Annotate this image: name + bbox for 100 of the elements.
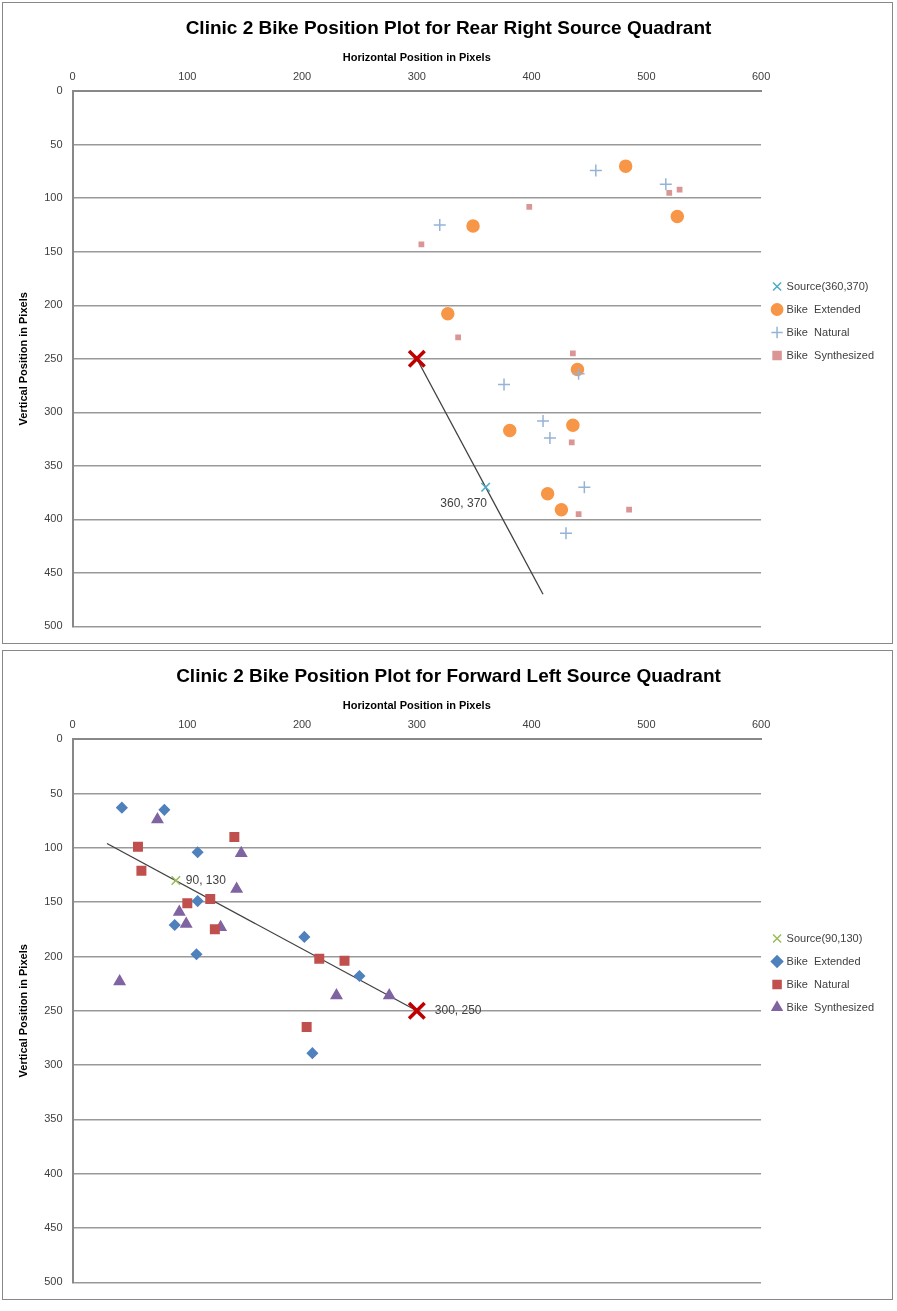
annotation: 300, 250 (434, 1003, 482, 1018)
y-tick-label: 50 (50, 786, 63, 799)
y-tick-label: 0 (56, 732, 63, 745)
point (480, 482, 491, 493)
point (626, 506, 632, 513)
point (180, 917, 193, 928)
y-tick-label: 200 (44, 949, 63, 962)
point (314, 953, 325, 964)
point (466, 219, 480, 233)
y-tick-label: 300 (44, 405, 63, 418)
y-tick-label: 150 (44, 244, 63, 257)
point (301, 1022, 312, 1033)
point (543, 431, 557, 445)
legend-label: Bike Synthesized (786, 1000, 874, 1013)
legend-label: Bike Extended (786, 954, 861, 967)
legend-label: Bike Natural (786, 977, 850, 990)
point (455, 334, 461, 341)
point (497, 377, 511, 392)
point (353, 970, 366, 982)
y-tick-label: 300 (44, 1058, 63, 1071)
y-axis-title: Vertical Position in Pixels (16, 292, 29, 426)
y-tick-label: 450 (44, 1221, 63, 1234)
point (666, 190, 673, 196)
point (229, 831, 240, 842)
y-tick-label: 150 (44, 895, 63, 908)
point (554, 502, 569, 517)
point (173, 905, 186, 916)
x-tick-label: 500 (637, 717, 656, 730)
point (113, 974, 126, 986)
legend-label: Bike Synthesized (786, 348, 874, 361)
x-axis-title: Horizontal Position in Pixels (342, 699, 491, 712)
y-tick-label: 250 (44, 351, 63, 364)
point (136, 865, 147, 876)
x-tick-label: 400 (522, 69, 541, 82)
y-tick-label: 200 (44, 298, 63, 311)
point (570, 350, 576, 357)
point (235, 846, 248, 858)
point (589, 163, 603, 178)
y-axis-title: Vertical Position in Pixels (16, 944, 29, 1078)
point (191, 846, 204, 858)
x-tick-label: 300 (407, 69, 426, 82)
point (205, 893, 216, 904)
point (407, 1001, 427, 1021)
legend-label: Bike Extended (786, 302, 861, 315)
point (158, 804, 171, 816)
point (568, 439, 575, 446)
x-tick-label: 100 (178, 69, 197, 82)
point (418, 241, 425, 248)
chart-title: Clinic 2 Bike Position Plot for Rear Right Source Quadrant (185, 16, 713, 38)
y-tick-label: 500 (44, 619, 63, 632)
legend-label: Source(90,130) (786, 931, 863, 944)
point (190, 948, 203, 961)
point (191, 895, 204, 907)
point (306, 1047, 319, 1059)
point (209, 924, 220, 935)
point (536, 414, 550, 428)
point (571, 367, 586, 381)
y-tick-label: 250 (44, 1003, 63, 1016)
legend-label: Source(360,370) (786, 279, 869, 292)
point (559, 526, 573, 541)
y-tick-label: 50 (50, 137, 63, 150)
x-tick-label: 300 (407, 717, 426, 730)
y-tick-label: 100 (44, 191, 63, 204)
point (441, 307, 455, 321)
point (298, 931, 311, 943)
chart-title: Clinic 2 Bike Position Plot for Forward Left Source Quadrant (176, 664, 722, 686)
point (182, 898, 193, 909)
x-axis-title: Horizontal Position in Pixels (342, 51, 491, 64)
point (659, 177, 673, 192)
point (577, 480, 592, 494)
y-tick-label: 0 (56, 84, 63, 97)
x-tick-label: 500 (637, 69, 656, 82)
point (168, 919, 181, 931)
point (433, 218, 447, 232)
point (407, 349, 427, 369)
point (526, 203, 533, 210)
x-tick-label: 0 (69, 717, 76, 730)
point (383, 988, 396, 1000)
point (676, 186, 683, 193)
point (151, 812, 164, 824)
point (540, 486, 555, 501)
x-tick-label: 0 (69, 69, 76, 82)
point (230, 882, 243, 893)
y-tick-label: 350 (44, 458, 63, 471)
x-tick-label: 400 (522, 717, 541, 730)
annotation: 90, 130 (185, 872, 227, 887)
point (330, 988, 343, 1000)
y-tick-label: 450 (44, 565, 63, 578)
x-tick-label: 200 (292, 69, 312, 82)
point (132, 841, 143, 852)
y-tick-label: 100 (44, 840, 63, 853)
y-tick-label: 400 (44, 512, 63, 525)
point (170, 875, 181, 886)
x-tick-label: 200 (292, 717, 312, 730)
annotation: 360, 370 (440, 495, 488, 510)
point (339, 955, 350, 966)
point (670, 209, 685, 224)
y-tick-label: 500 (44, 1275, 63, 1288)
y-tick-label: 400 (44, 1166, 63, 1179)
point (116, 801, 128, 814)
